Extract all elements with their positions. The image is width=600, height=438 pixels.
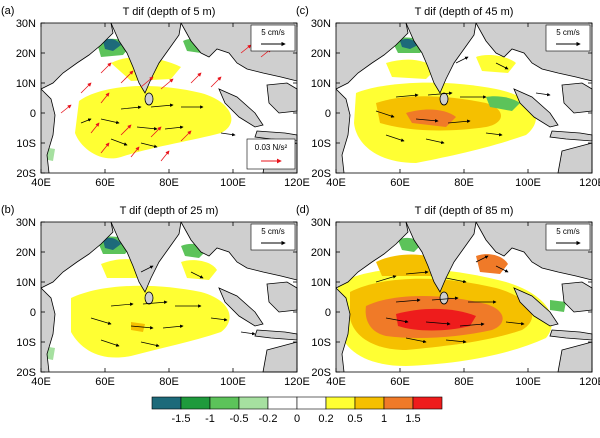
reference-vector-box [250, 223, 296, 251]
lat-label: 10S [311, 138, 331, 150]
lat-label: 0 [30, 307, 36, 319]
panel-title: T dif (depth of 5 m) [123, 6, 216, 18]
current-vectors [375, 56, 551, 145]
lon-label: 100E [515, 177, 541, 189]
lat-label: 20N [311, 48, 331, 60]
colorbar-label: -1 [205, 413, 215, 425]
reference-vector-box [250, 24, 296, 52]
colorbar-swatch [296, 396, 327, 410]
lat-label: 20S [16, 168, 36, 180]
reference-vector-box [545, 223, 591, 251]
lon-label: 60E [95, 376, 115, 388]
lon-label: 80E [454, 177, 474, 189]
lon-label: 80E [159, 177, 179, 189]
lon-label: 60E [390, 177, 410, 189]
reference-vector-label: 5 cm/s [556, 227, 580, 236]
lat-label: 20N [16, 48, 36, 60]
current-vectors [375, 255, 525, 344]
colorbar-label: -0.5 [230, 413, 249, 425]
colorbar-label: -1.5 [172, 413, 191, 425]
panel-d [335, 221, 593, 373]
reference-vector-label: 5 cm/s [261, 28, 285, 37]
lon-label: 80E [159, 376, 179, 388]
panel-letter: (b) [1, 204, 14, 216]
panel-letter: (d) [296, 204, 309, 216]
reference-vector-box [545, 24, 591, 52]
colorbar-label: 1.5 [405, 413, 420, 425]
lat-label: 20S [311, 367, 331, 379]
panel-letter: (a) [1, 5, 14, 17]
reference-vector-label: 5 cm/s [556, 28, 580, 37]
lon-label: 100E [220, 376, 246, 388]
lat-label: 20N [16, 247, 36, 259]
colorbar-swatch [267, 396, 298, 410]
panel-title: T dif (depth of 25 m) [120, 205, 219, 217]
lon-label: 40E [31, 376, 51, 388]
lat-label: 10S [16, 138, 36, 150]
lat-label: 20S [311, 168, 331, 180]
colorbar-swatch [238, 396, 269, 410]
temperature-anomaly [354, 37, 572, 163]
temperature-anomaly [338, 237, 566, 366]
lon-label: 120E [579, 376, 600, 388]
lon-label: 60E [95, 177, 115, 189]
lat-label: 0 [30, 108, 36, 120]
lon-label: 40E [31, 177, 51, 189]
colorbar-swatch [180, 396, 211, 410]
colorbar-swatch [354, 396, 385, 410]
colorbar-label: -0.2 [259, 413, 278, 425]
reference-vector-label: 5 cm/s [261, 227, 285, 236]
lon-label: 60E [390, 376, 410, 388]
lat-label: 0 [325, 307, 331, 319]
panel-c [335, 22, 593, 174]
lat-label: 10N [311, 78, 331, 90]
labels-layer: (a) T dif (depth of 5 m)30N20N10N010S20S4… [1, 5, 600, 388]
lon-label: 120E [284, 376, 310, 388]
panel-title: T dif (depth of 45 m) [415, 6, 514, 18]
panel-title: T dif (depth of 85 m) [415, 205, 514, 217]
colorbar-swatch [383, 396, 414, 410]
lat-label: 10N [16, 277, 36, 289]
lat-label: 10S [16, 337, 36, 349]
lon-label: 120E [284, 177, 310, 189]
current-vectors [80, 103, 236, 148]
lat-label: 10S [311, 337, 331, 349]
current-vectors [90, 265, 256, 348]
lat-label: 30N [16, 18, 36, 30]
colorbar-label: 0.5 [347, 413, 362, 425]
lat-label: 20S [16, 367, 36, 379]
lat-label: 10N [16, 78, 36, 90]
lat-label: 0 [325, 108, 331, 120]
colorbar-swatch [325, 396, 356, 410]
colorbar: -1.5 -1 -0.5 -0.2 0 0.2 0.5 1 1.5 [151, 396, 443, 425]
colorbar-label: 0.2 [318, 413, 333, 425]
lon-label: 40E [326, 376, 346, 388]
colorbar-swatch [151, 396, 182, 410]
colorbar-label: 1 [381, 413, 387, 425]
lat-label: 20N [311, 247, 331, 259]
lon-label: 100E [515, 376, 541, 388]
colorbar-swatch [412, 396, 443, 410]
temperature-anomaly [43, 236, 230, 360]
panel-letter: (c) [296, 5, 309, 17]
colorbar-swatch [209, 396, 240, 410]
lon-label: 120E [579, 177, 600, 189]
lat-label: 30N [16, 217, 36, 229]
lon-label: 80E [454, 376, 474, 388]
lat-label: 30N [311, 18, 331, 30]
lon-label: 100E [220, 177, 246, 189]
wind-reference-box [246, 138, 296, 170]
lat-label: 30N [311, 217, 331, 229]
wind-stress-vectors [60, 44, 272, 162]
lat-label: 10N [311, 277, 331, 289]
wind-reference-label: 0.03 N/s² [255, 143, 288, 152]
lon-label: 40E [326, 177, 346, 189]
colorbar-label: 0 [294, 413, 300, 425]
